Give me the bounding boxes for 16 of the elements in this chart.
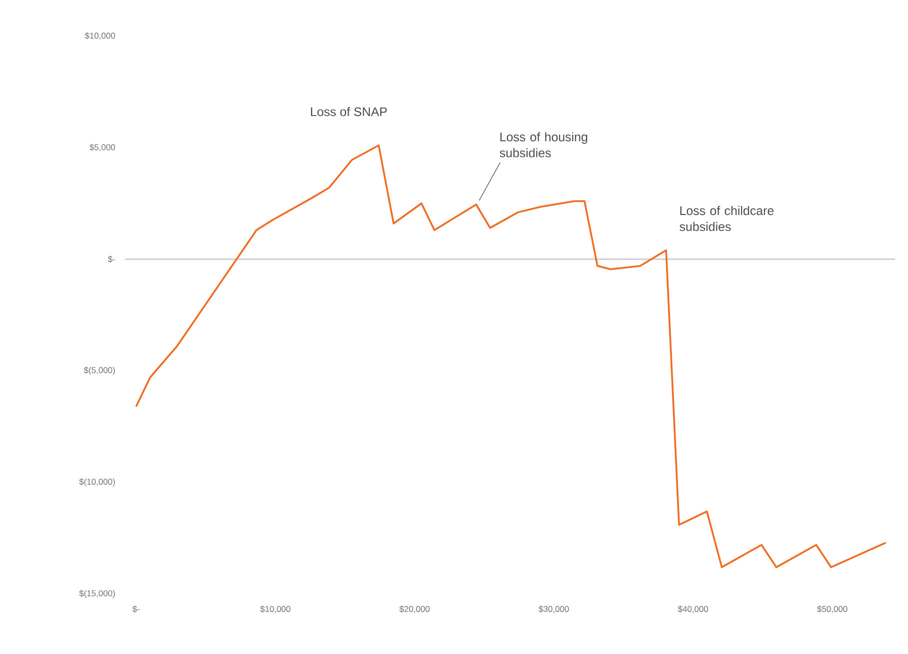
annotation: Loss of SNAP <box>311 107 387 116</box>
y-tick-label: $5,000 <box>90 144 116 152</box>
x-tick-label: $30,000 <box>538 606 569 613</box>
x-tick-label: $10,000 <box>260 606 290 613</box>
x-tick-label: $- <box>132 606 140 612</box>
y-tick-label: $(15,000) <box>79 590 115 598</box>
x-tick-label: $40,000 <box>678 606 708 613</box>
line-series <box>135 144 887 568</box>
y-tick-label: $(5,000) <box>84 366 115 375</box>
annotation: Loss of childcare subsidies <box>680 206 774 232</box>
y-tick-label: $- <box>108 256 115 263</box>
y-tick-label: $(10,000) <box>79 478 115 486</box>
x-tick-label: $50,000 <box>817 606 848 613</box>
annotation: Loss of housing subsidies <box>500 132 588 158</box>
y-tick-label: $10,000 <box>84 32 116 40</box>
x-tick-label: $20,000 <box>399 606 430 613</box>
